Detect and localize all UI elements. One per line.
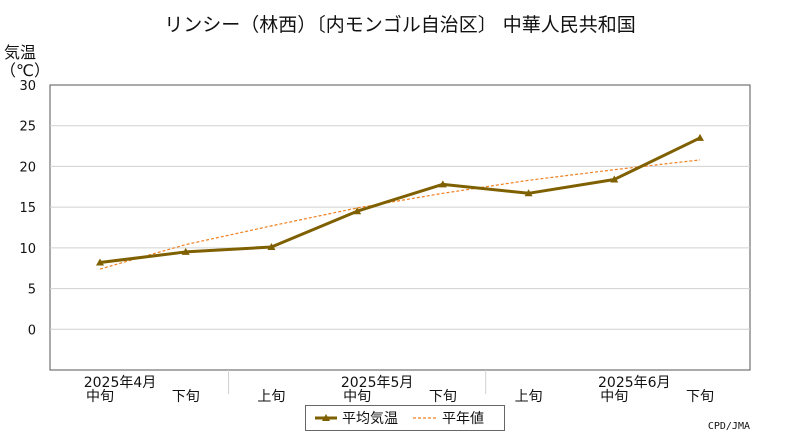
y-tick-label: 10 [19,242,36,257]
y-tick-label: 5 [28,283,36,298]
data-point-mean-temp [696,133,704,141]
plot-area [49,84,751,371]
x-tick-label: 中旬 [600,389,628,405]
y-axis-title-line2: （℃） [0,61,50,80]
y-tick-label: 15 [19,201,36,216]
data-point-mean-temp [610,175,619,183]
data-point-mean-temp [353,207,362,215]
x-tick-label: 下旬 [172,389,200,405]
y-axis-title: 気温 （℃） [0,43,50,80]
x-tick-label: 上旬 [257,389,285,405]
x-tick-label: 上旬 [515,389,543,405]
y-axis-title-line1: 気温 [3,43,36,62]
data-point-mean-temp [438,180,447,188]
legend-item-mean-temp: 平均気温 [314,408,398,428]
y-tick-label: 20 [19,160,36,175]
credit-text: CPD/JMA [707,421,750,432]
x-tick-label: 下旬 [686,389,714,405]
y-tick-label: 0 [28,323,36,338]
data-point-mean-temp [181,247,190,255]
x-month-label: 2025年4月 [84,375,157,391]
data-point-mean-temp [96,258,104,266]
x-month-label: 2025年5月 [341,375,414,391]
x-tick-label: 下旬 [429,389,457,405]
data-point-mean-temp [524,189,533,197]
legend-label-mean-temp: 平均気温 [342,411,398,427]
legend-swatch-mean-temp [315,414,337,421]
data-point-mean-temp [267,243,276,251]
legend-item-normal: 平年値 [412,408,484,428]
x-tick-label: 中旬 [86,389,114,405]
series-line-normal [99,159,701,270]
legend-swatch-normal [413,417,437,419]
series-line-mean-temp [99,136,701,265]
x-tick-label: 中旬 [343,389,371,405]
x-month-label: 2025年6月 [598,375,671,391]
legend-label-normal: 平年値 [442,411,484,427]
y-tick-label: 25 [19,120,36,135]
chart-title: リンシー（林西）〔内モンゴル自治区〕 中華人民共和国 [164,14,636,36]
y-tick-label: 30 [19,79,36,94]
chart-legend: 平均気温 平年値 [305,405,505,431]
